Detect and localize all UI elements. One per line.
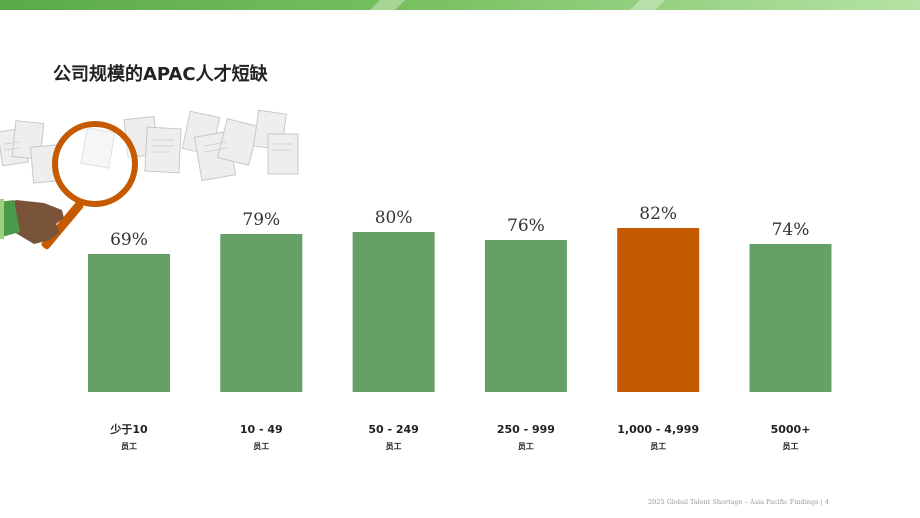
bar-0 xyxy=(88,254,170,392)
bar-5 xyxy=(749,244,832,392)
category-sublabel-3: 员工 xyxy=(518,442,534,451)
bar-value-label-3: 76% xyxy=(507,216,545,236)
category-sublabel-0: 员工 xyxy=(121,442,137,451)
category-sublabel-4: 员工 xyxy=(650,442,666,451)
bar-value-label-5: 74% xyxy=(772,220,810,240)
category-label-5: 5000+ xyxy=(771,423,811,436)
bar-1 xyxy=(220,234,303,392)
bar-value-label-4: 82% xyxy=(639,204,677,224)
bar-3 xyxy=(484,240,567,392)
page-footer: 2025 Global Talent Shortage – Asia Pacif… xyxy=(648,498,829,506)
page-title: 公司规模的APAC人才短缺 xyxy=(53,64,268,85)
category-label-4: 1,000 - 4,999 xyxy=(617,423,699,436)
bar-4 xyxy=(617,228,700,392)
magnifying-glass-over-documents-icon xyxy=(0,109,299,250)
category-sublabel-2: 员工 xyxy=(386,442,402,451)
bar-value-label-2: 80% xyxy=(375,208,413,228)
bar-value-label-0: 69% xyxy=(110,230,148,250)
category-sublabel-1: 员工 xyxy=(253,442,269,451)
bar-value-label-1: 79% xyxy=(242,210,280,230)
category-label-3: 250 - 999 xyxy=(497,423,555,436)
category-label-0: 少于10 xyxy=(109,422,148,436)
bar-2 xyxy=(352,232,435,392)
category-label-2: 50 - 249 xyxy=(368,423,419,436)
top-gradient-band xyxy=(0,0,920,10)
category-label-1: 10 - 49 xyxy=(240,423,283,436)
category-sublabel-5: 员工 xyxy=(783,442,799,451)
